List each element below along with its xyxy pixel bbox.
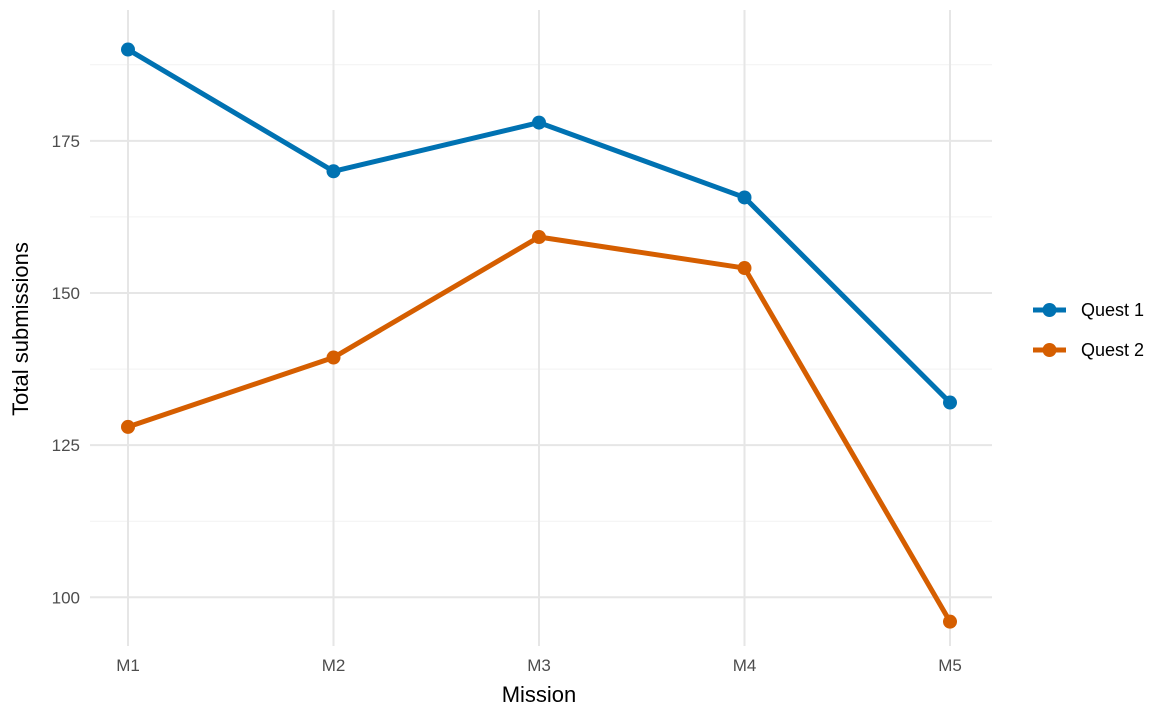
x-axis-title: Mission <box>502 682 577 707</box>
series-layer <box>121 42 957 629</box>
y-axis-ticks: 100 125 150 175 <box>52 132 80 607</box>
legend-item: Quest 1 <box>1033 300 1144 320</box>
y-tick-label: 125 <box>52 436 80 455</box>
data-point <box>532 115 546 130</box>
data-point <box>326 350 341 365</box>
legend-label: Quest 2 <box>1081 340 1144 360</box>
data-point <box>737 261 752 276</box>
legend-key-point <box>1042 303 1057 317</box>
legend-key-point <box>1042 343 1057 357</box>
data-point <box>943 614 957 629</box>
data-point <box>121 419 135 434</box>
series-2 <box>121 230 957 629</box>
data-point <box>326 164 341 179</box>
series-1 <box>121 42 957 410</box>
x-axis-ticks: M1 M2 M3 M4 M5 <box>116 656 962 675</box>
x-tick-label: M5 <box>938 656 962 675</box>
x-tick-label: M4 <box>733 656 757 675</box>
x-tick-label: M1 <box>116 656 140 675</box>
legend: Quest 1 Quest 2 <box>1033 300 1144 360</box>
y-tick-label: 150 <box>52 284 80 303</box>
x-tick-label: M3 <box>527 656 551 675</box>
data-point <box>943 395 957 410</box>
data-point <box>737 190 752 205</box>
legend-label: Quest 1 <box>1081 300 1144 320</box>
data-point <box>121 42 135 57</box>
y-tick-label: 175 <box>52 132 80 151</box>
y-tick-label: 100 <box>52 588 80 607</box>
y-axis-title: Total submissions <box>8 242 33 416</box>
x-tick-label: M2 <box>322 656 346 675</box>
legend-item: Quest 2 <box>1033 340 1144 360</box>
data-point <box>532 230 546 245</box>
